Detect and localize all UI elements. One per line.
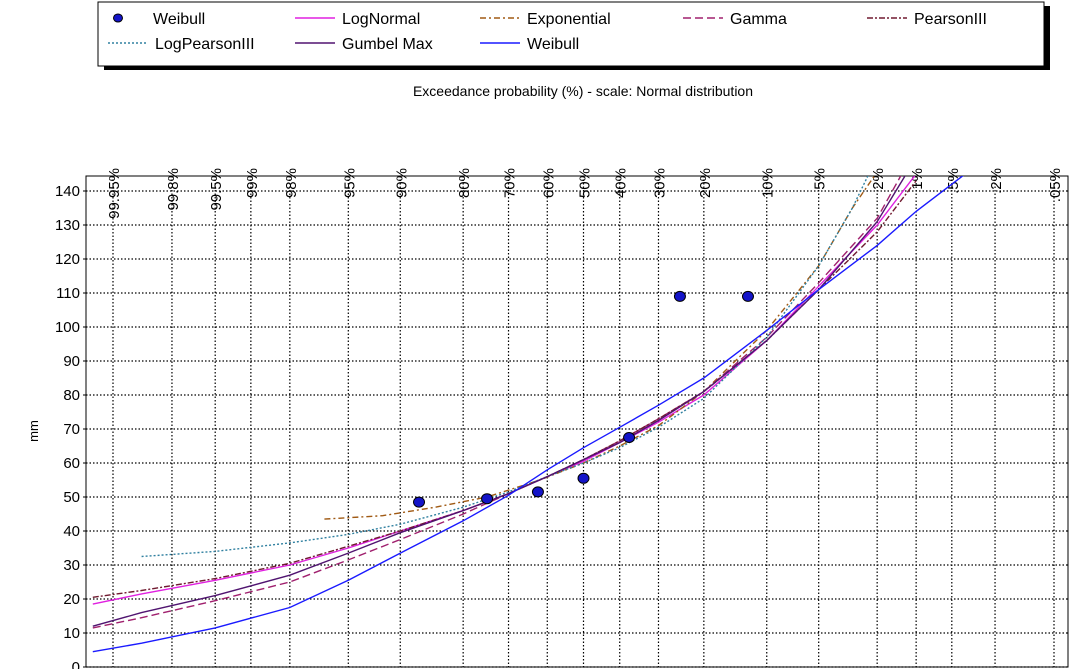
plot-border bbox=[85, 175, 1069, 668]
legend-label: Gumbel Max bbox=[342, 36, 433, 53]
y-tick-label: 20 bbox=[63, 591, 80, 608]
x-tick-label: 99.95% bbox=[106, 168, 123, 219]
plot-area bbox=[85, 175, 1069, 668]
data-point bbox=[673, 290, 686, 302]
x-tick-label: 2% bbox=[870, 168, 887, 190]
y-tick-label: 100 bbox=[55, 319, 80, 336]
y-tick-label: 50 bbox=[63, 489, 80, 506]
y-tick-label: 120 bbox=[55, 251, 80, 268]
data-point bbox=[481, 493, 494, 505]
series-line-pearsoniii bbox=[92, 180, 917, 598]
data-point bbox=[741, 290, 754, 302]
x-tick-label: 40% bbox=[613, 168, 630, 198]
legend-label: Exponential bbox=[527, 11, 611, 28]
y-tick-labels: 0 10 20 30 40 50 60 70 80 90 100 110 120 130 140 bbox=[55, 183, 86, 669]
x-tick-label: 60% bbox=[540, 168, 557, 198]
x-tick-label: 98% bbox=[283, 168, 300, 198]
series-line-exponential bbox=[324, 176, 876, 520]
legend-entry: Gumbel Max bbox=[295, 36, 433, 53]
x-tick-label: 99.8% bbox=[165, 168, 182, 211]
series-line-gumbel-max bbox=[92, 176, 906, 627]
legend-entry: Exponential bbox=[480, 11, 611, 28]
legend-entry: Gamma bbox=[683, 11, 787, 28]
x-tick-label: 99% bbox=[244, 168, 261, 198]
x-tick-label: 30% bbox=[651, 168, 668, 198]
legend-entry: LogPearsonIII bbox=[108, 36, 255, 53]
legend-label: Weibull bbox=[527, 36, 579, 53]
legend-entry: PearsonIII bbox=[867, 11, 987, 28]
y-tick-label: 140 bbox=[55, 183, 80, 200]
x-tick-label: 5% bbox=[812, 168, 829, 190]
gridlines bbox=[86, 176, 1068, 668]
series-line-weibull bbox=[92, 176, 964, 653]
data-point bbox=[577, 472, 590, 484]
y-tick-label: 0 bbox=[72, 659, 80, 669]
y-tick-label: 40 bbox=[63, 523, 80, 540]
data-points bbox=[413, 290, 754, 508]
y-tick-label: 70 bbox=[63, 421, 80, 438]
x-tick-label: 95% bbox=[341, 168, 358, 198]
y-tick-label: 90 bbox=[63, 353, 80, 370]
y-tick-label: 60 bbox=[63, 455, 80, 472]
x-tick-label: 80% bbox=[456, 168, 473, 198]
y-tick-label: 30 bbox=[63, 557, 80, 574]
legend-marker bbox=[113, 13, 123, 23]
x-tick-label: 99.5% bbox=[208, 168, 225, 211]
data-point bbox=[531, 486, 544, 498]
legend-entry: LogNormal bbox=[295, 11, 420, 28]
x-tick-label: 70% bbox=[502, 168, 519, 198]
legend-label: LogPearsonIII bbox=[155, 36, 255, 53]
x-tick-label: .05% bbox=[1047, 168, 1064, 202]
series-lines bbox=[92, 176, 964, 653]
x-axis-label: Exceedance probability (%) - scale: Norm… bbox=[413, 83, 753, 99]
legend-entry: Weibull bbox=[480, 36, 579, 53]
legend-label: Weibull bbox=[153, 11, 205, 28]
legend: Weibull LogNormal Exponential Gamma PearsonI… bbox=[97, 1, 1050, 70]
y-tick-label: 80 bbox=[63, 387, 80, 404]
legend-label: Gamma bbox=[730, 11, 787, 28]
x-tick-label: .5% bbox=[945, 168, 962, 194]
x-tick-label: 20% bbox=[697, 168, 714, 198]
legend-frame bbox=[97, 1, 1045, 67]
x-tick-label: 50% bbox=[577, 168, 594, 198]
y-tick-label: 130 bbox=[55, 217, 80, 234]
x-tick-label: 10% bbox=[760, 168, 777, 198]
y-tick-label: 110 bbox=[56, 285, 80, 302]
data-point bbox=[413, 496, 426, 508]
y-axis-label: mm bbox=[26, 420, 41, 442]
y-tick-label: 10 bbox=[63, 625, 80, 642]
data-point bbox=[623, 432, 636, 443]
legend-label: LogNormal bbox=[342, 11, 420, 28]
legend-label: PearsonIII bbox=[914, 11, 987, 28]
series-line-gamma bbox=[92, 176, 902, 629]
series-line-lognormal bbox=[92, 176, 916, 605]
legend-entry: Weibull bbox=[113, 11, 205, 28]
x-tick-label: 90% bbox=[393, 168, 410, 198]
x-tick-label: .2% bbox=[988, 168, 1005, 194]
